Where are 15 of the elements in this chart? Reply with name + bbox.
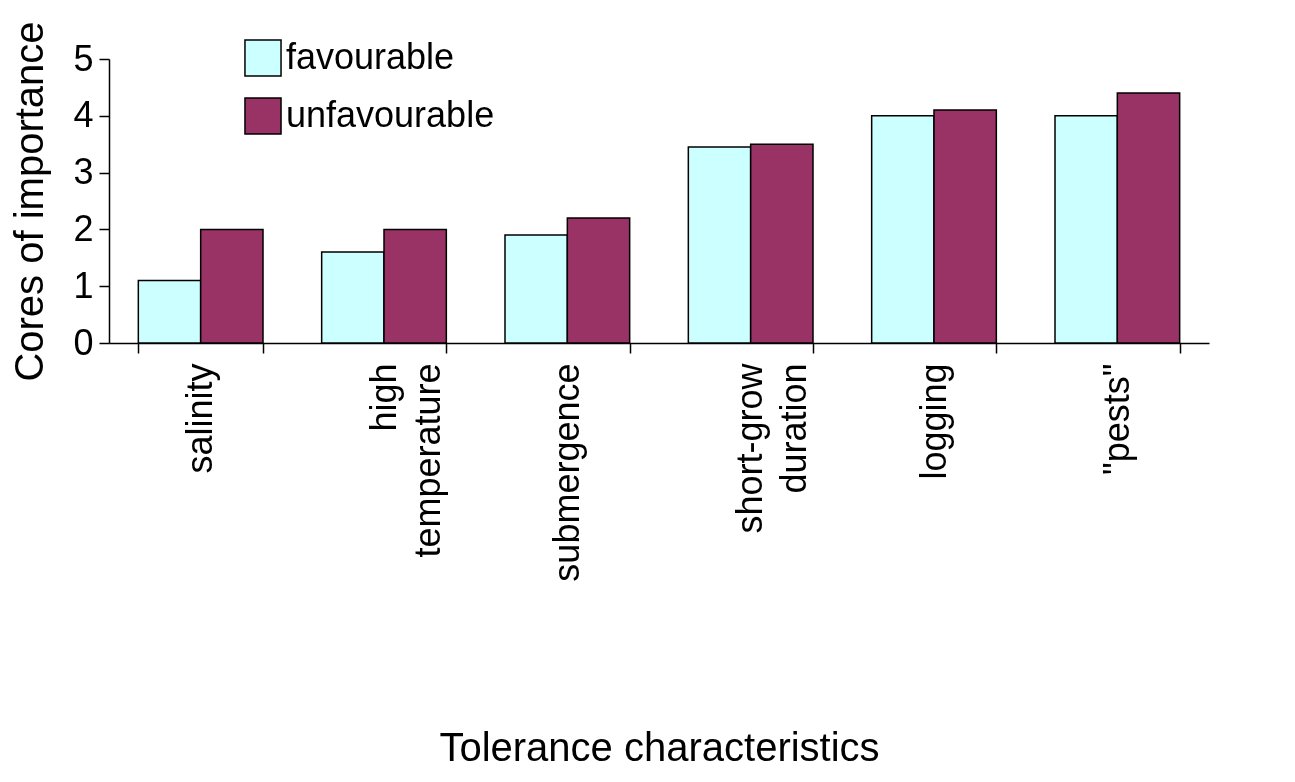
y-tick-label: 0 xyxy=(73,321,94,363)
y-tick-label: 5 xyxy=(73,37,94,79)
y-tick-label: 2 xyxy=(73,207,94,249)
x-axis-title: Tolerance characteristics xyxy=(439,724,880,769)
x-tick-label: short-grow duration xyxy=(729,362,815,534)
legend-label: unfavourable xyxy=(286,94,495,135)
y-tick-label: 3 xyxy=(73,151,94,193)
y-tick-label: 4 xyxy=(73,94,94,136)
x-tick-label: logging xyxy=(912,363,954,480)
x-tick-label: "pests" xyxy=(1095,363,1137,476)
y-axis-title: Cores of importance xyxy=(7,21,52,382)
legend-label: favourable xyxy=(286,36,455,77)
y-tick-label: 1 xyxy=(73,264,94,306)
x-tick-label: submergence xyxy=(545,363,587,582)
x-tick-label: salinity xyxy=(179,363,221,474)
